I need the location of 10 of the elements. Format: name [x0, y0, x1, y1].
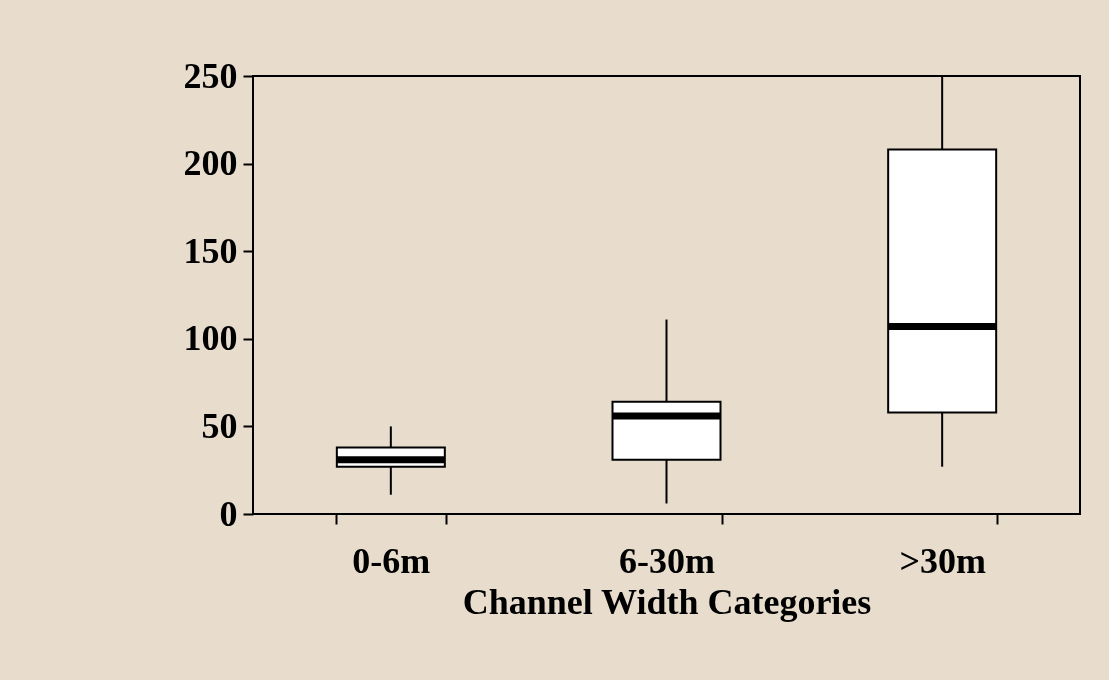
- y-tick-label: 150: [183, 230, 238, 271]
- y-tick-label: 250: [183, 55, 238, 96]
- y-tick-label: 0: [219, 493, 238, 534]
- y-tick-label: 50: [201, 405, 238, 446]
- x-axis-title: Channel Width Categories: [462, 581, 872, 622]
- x-tick-label: 0-6m: [352, 540, 431, 581]
- x-tick-label: 6-30m: [619, 540, 715, 581]
- y-tick-label: 200: [183, 143, 238, 184]
- x-tick-label: >30m: [899, 540, 986, 581]
- y-tick-label: 100: [183, 318, 238, 359]
